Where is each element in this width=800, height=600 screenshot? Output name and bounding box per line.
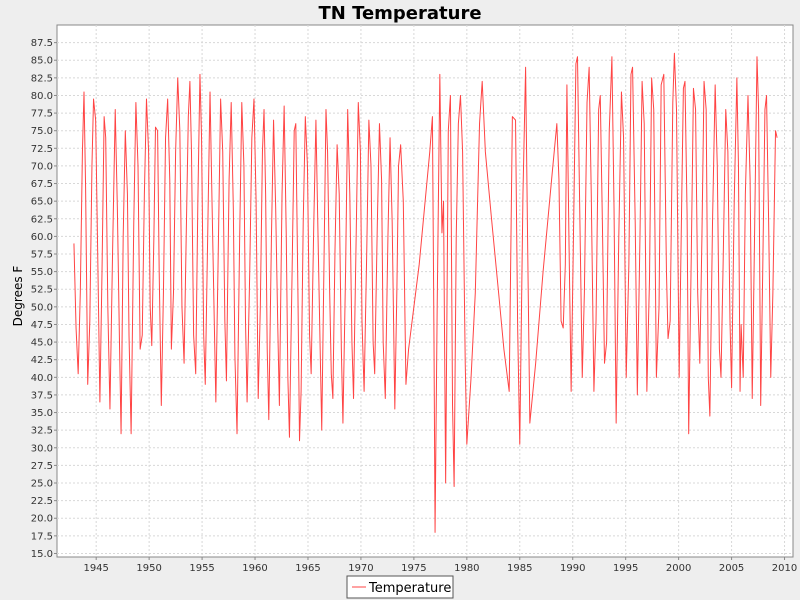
y-tick-label: 75.0 (31, 126, 53, 137)
x-tick-label: 2005 (719, 563, 744, 574)
y-tick-label: 50.0 (31, 302, 53, 313)
x-tick-label: 1980 (454, 563, 479, 574)
x-tick-label: 1950 (136, 563, 161, 574)
y-tick-label: 55.0 (31, 267, 53, 278)
legend: Temperature (346, 575, 454, 599)
y-tick-label: 82.5 (31, 73, 53, 84)
y-tick-label: 52.5 (31, 285, 53, 296)
x-tick-label: 2000 (666, 563, 691, 574)
y-tick-label: 57.5 (31, 250, 53, 261)
axis-ticks: 15.0 17.5 20.0 22.5 25.0 27.5 30.0 32.5 35.0 37.5… (31, 38, 798, 574)
x-tick-label: 1995 (613, 563, 638, 574)
y-tick-label: 15.0 (31, 549, 53, 560)
series-line-temperature (73, 52, 778, 533)
x-tick-label: 1975 (401, 563, 426, 574)
x-tick-label: 1965 (295, 563, 320, 574)
grid-lines (57, 25, 793, 557)
legend-box (346, 575, 454, 599)
y-tick-label: 42.5 (31, 355, 53, 366)
y-tick-label: 62.5 (31, 214, 53, 225)
x-tick-label: 1960 (242, 563, 267, 574)
y-tick-label: 30.0 (31, 443, 53, 454)
y-tick-label: 45.0 (31, 338, 53, 349)
x-tick-label: 1955 (189, 563, 214, 574)
y-tick-label: 60.0 (31, 232, 53, 243)
y-tick-label: 17.5 (31, 531, 53, 542)
x-tick-label: 1990 (560, 563, 585, 574)
x-tick-label: 2010 (772, 563, 797, 574)
y-tick-label: 22.5 (31, 496, 53, 507)
y-tick-label: 37.5 (31, 390, 53, 401)
y-tick-label: 20.0 (31, 514, 53, 525)
y-tick-label: 67.5 (31, 179, 53, 190)
series-layer (73, 52, 778, 533)
y-tick-label: 65.0 (31, 197, 53, 208)
y-tick-label: 80.0 (31, 91, 53, 102)
legend-entry: Temperature (368, 581, 451, 596)
y-tick-label: 25.0 (31, 479, 53, 490)
x-tick-label: 1945 (83, 563, 108, 574)
y-tick-label: 70.0 (31, 161, 53, 172)
y-axis-label: Degrees F (11, 266, 25, 327)
y-tick-label: 87.5 (31, 38, 53, 49)
y-tick-label: 77.5 (31, 109, 53, 120)
y-tick-label: 27.5 (31, 461, 53, 472)
y-tick-label: 85.0 (31, 56, 53, 67)
y-tick-label: 32.5 (31, 426, 53, 437)
y-tick-label: 40.0 (31, 373, 53, 384)
chart-title: TN Temperature (318, 3, 481, 24)
y-tick-label: 72.5 (31, 144, 53, 155)
y-tick-label: 35.0 (31, 408, 53, 419)
x-tick-label: 1970 (348, 563, 373, 574)
y-tick-label: 47.5 (31, 320, 53, 331)
x-tick-label: 1985 (507, 563, 532, 574)
